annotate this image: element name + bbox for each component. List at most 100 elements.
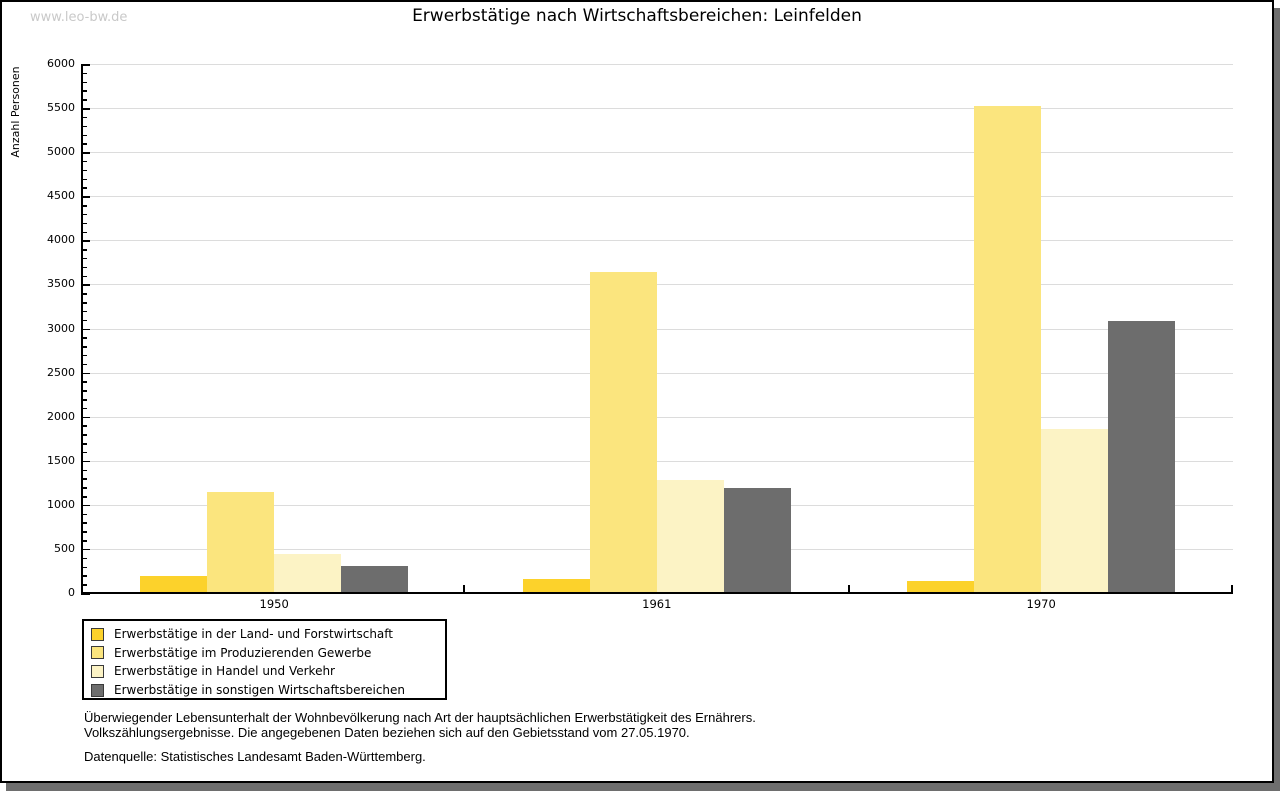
legend-item: Erwerbstätige in der Land- und Forstwirt… [91, 625, 445, 644]
y-tick [83, 169, 87, 172]
y-tick [83, 354, 87, 357]
y-tick [83, 319, 87, 322]
y-tick [83, 302, 87, 304]
y-tick [83, 496, 87, 498]
x-tick-label: 1970 [1026, 597, 1056, 611]
y-tick [83, 487, 87, 489]
y-tick [83, 116, 87, 119]
y-tick-label: 4000 [47, 233, 75, 247]
y-tick [83, 72, 87, 75]
y-tick [83, 513, 87, 516]
y-tick [83, 125, 87, 128]
legend-label: Erwerbstätige in der Land- und Forstwirt… [114, 627, 393, 642]
y-tick [83, 205, 87, 207]
y-tick [83, 134, 87, 137]
y-tick [83, 575, 87, 577]
bar-1950-s2 [274, 554, 342, 593]
gridline [81, 196, 1233, 198]
legend-swatch-sonstige-bereiche [91, 683, 104, 697]
legend-swatch-produzierendes-gewerbe [91, 646, 104, 660]
y-tick [83, 152, 90, 154]
legend-label: Erwerbstätige im Produzierenden Gewerbe [114, 645, 372, 660]
y-tick [83, 160, 87, 163]
bar-1961-s0 [522, 578, 590, 593]
y-tick [83, 346, 87, 348]
y-tick-label: 500 [54, 541, 75, 555]
x-tick [1231, 585, 1233, 592]
y-tick [83, 548, 90, 551]
x-tick-label: 1950 [259, 597, 289, 611]
y-tick [83, 407, 87, 410]
y-tick [83, 178, 87, 181]
y-tick-label: 1500 [47, 453, 75, 467]
x-tick [848, 585, 850, 592]
y-tick [83, 540, 87, 542]
x-axis-line [81, 592, 1233, 594]
gridline [81, 240, 1233, 242]
y-tick [83, 372, 90, 375]
bar-1961-s3 [723, 488, 791, 593]
chart-canvas: 0 500 1000 1500 2000 2500 3000 3500 4000 4500 5000… [2, 2, 1276, 614]
gridline [81, 460, 1233, 462]
y-tick [83, 557, 87, 560]
y-tick-label: 3500 [47, 277, 75, 291]
footnote-line: Überwiegender Lebensunterhalt der Wohnbe… [84, 710, 756, 725]
gridline [81, 328, 1233, 330]
y-tick [83, 337, 87, 339]
gridline [81, 284, 1233, 286]
y-tick [83, 469, 87, 472]
y-tick [83, 425, 87, 427]
y-tick [83, 443, 87, 445]
x-tick [463, 585, 465, 592]
y-tick [83, 293, 87, 295]
y-tick [83, 99, 87, 101]
gridline [81, 64, 1233, 65]
y-tick [83, 416, 90, 419]
y-tick-label: 5500 [47, 101, 75, 115]
legend-item: Erwerbstätige im Produzierenden Gewerbe [91, 644, 445, 663]
y-tick [83, 81, 87, 84]
bar-1970-s2 [1041, 429, 1109, 593]
y-tick [83, 213, 87, 216]
y-tick [83, 266, 87, 269]
y-tick-label: 4500 [47, 189, 75, 203]
y-tick [83, 522, 87, 524]
watermark: www.leo-bw.de [30, 10, 128, 25]
y-tick [83, 249, 87, 251]
y-tick [83, 284, 90, 286]
y-tick [83, 451, 87, 454]
y-tick [83, 434, 87, 436]
bar-1950-s1 [207, 492, 275, 593]
y-tick [83, 275, 87, 278]
bar-1970-s3 [1108, 321, 1176, 593]
y-tick [83, 399, 87, 401]
y-tick-label: 5000 [47, 145, 75, 159]
chart-title: Erwerbstätige nach Wirtschaftsbereichen:… [412, 6, 862, 26]
bar-1970-s1 [974, 106, 1042, 593]
gridline [81, 152, 1233, 154]
x-tick-label: 1961 [642, 597, 672, 611]
y-tick [83, 310, 87, 313]
y-tick [83, 328, 90, 330]
legend-label: Erwerbstätige in sonstigen Wirtschaftsbe… [114, 683, 406, 698]
legend-box: Erwerbstätige in der Land- und Forstwirt… [82, 619, 447, 700]
y-tick [83, 381, 87, 383]
y-tick-label: 1000 [47, 497, 75, 511]
y-tick [83, 222, 87, 225]
y-tick [83, 196, 90, 198]
y-tick-label: 0 [68, 586, 75, 599]
gridline [81, 372, 1233, 374]
y-tick [83, 108, 90, 110]
y-tick [83, 240, 90, 242]
bar-1950-s0 [140, 576, 208, 593]
gridline [81, 108, 1233, 110]
gridline [81, 416, 1233, 418]
y-tick-label: 2500 [47, 365, 75, 379]
footnote-source: Datenquelle: Statistisches Landesamt Bad… [84, 749, 426, 764]
y-tick [83, 187, 87, 189]
y-tick [83, 566, 87, 569]
bar-1950-s3 [341, 565, 409, 593]
y-tick [83, 363, 87, 366]
y-tick-label: 6000 [47, 57, 75, 70]
